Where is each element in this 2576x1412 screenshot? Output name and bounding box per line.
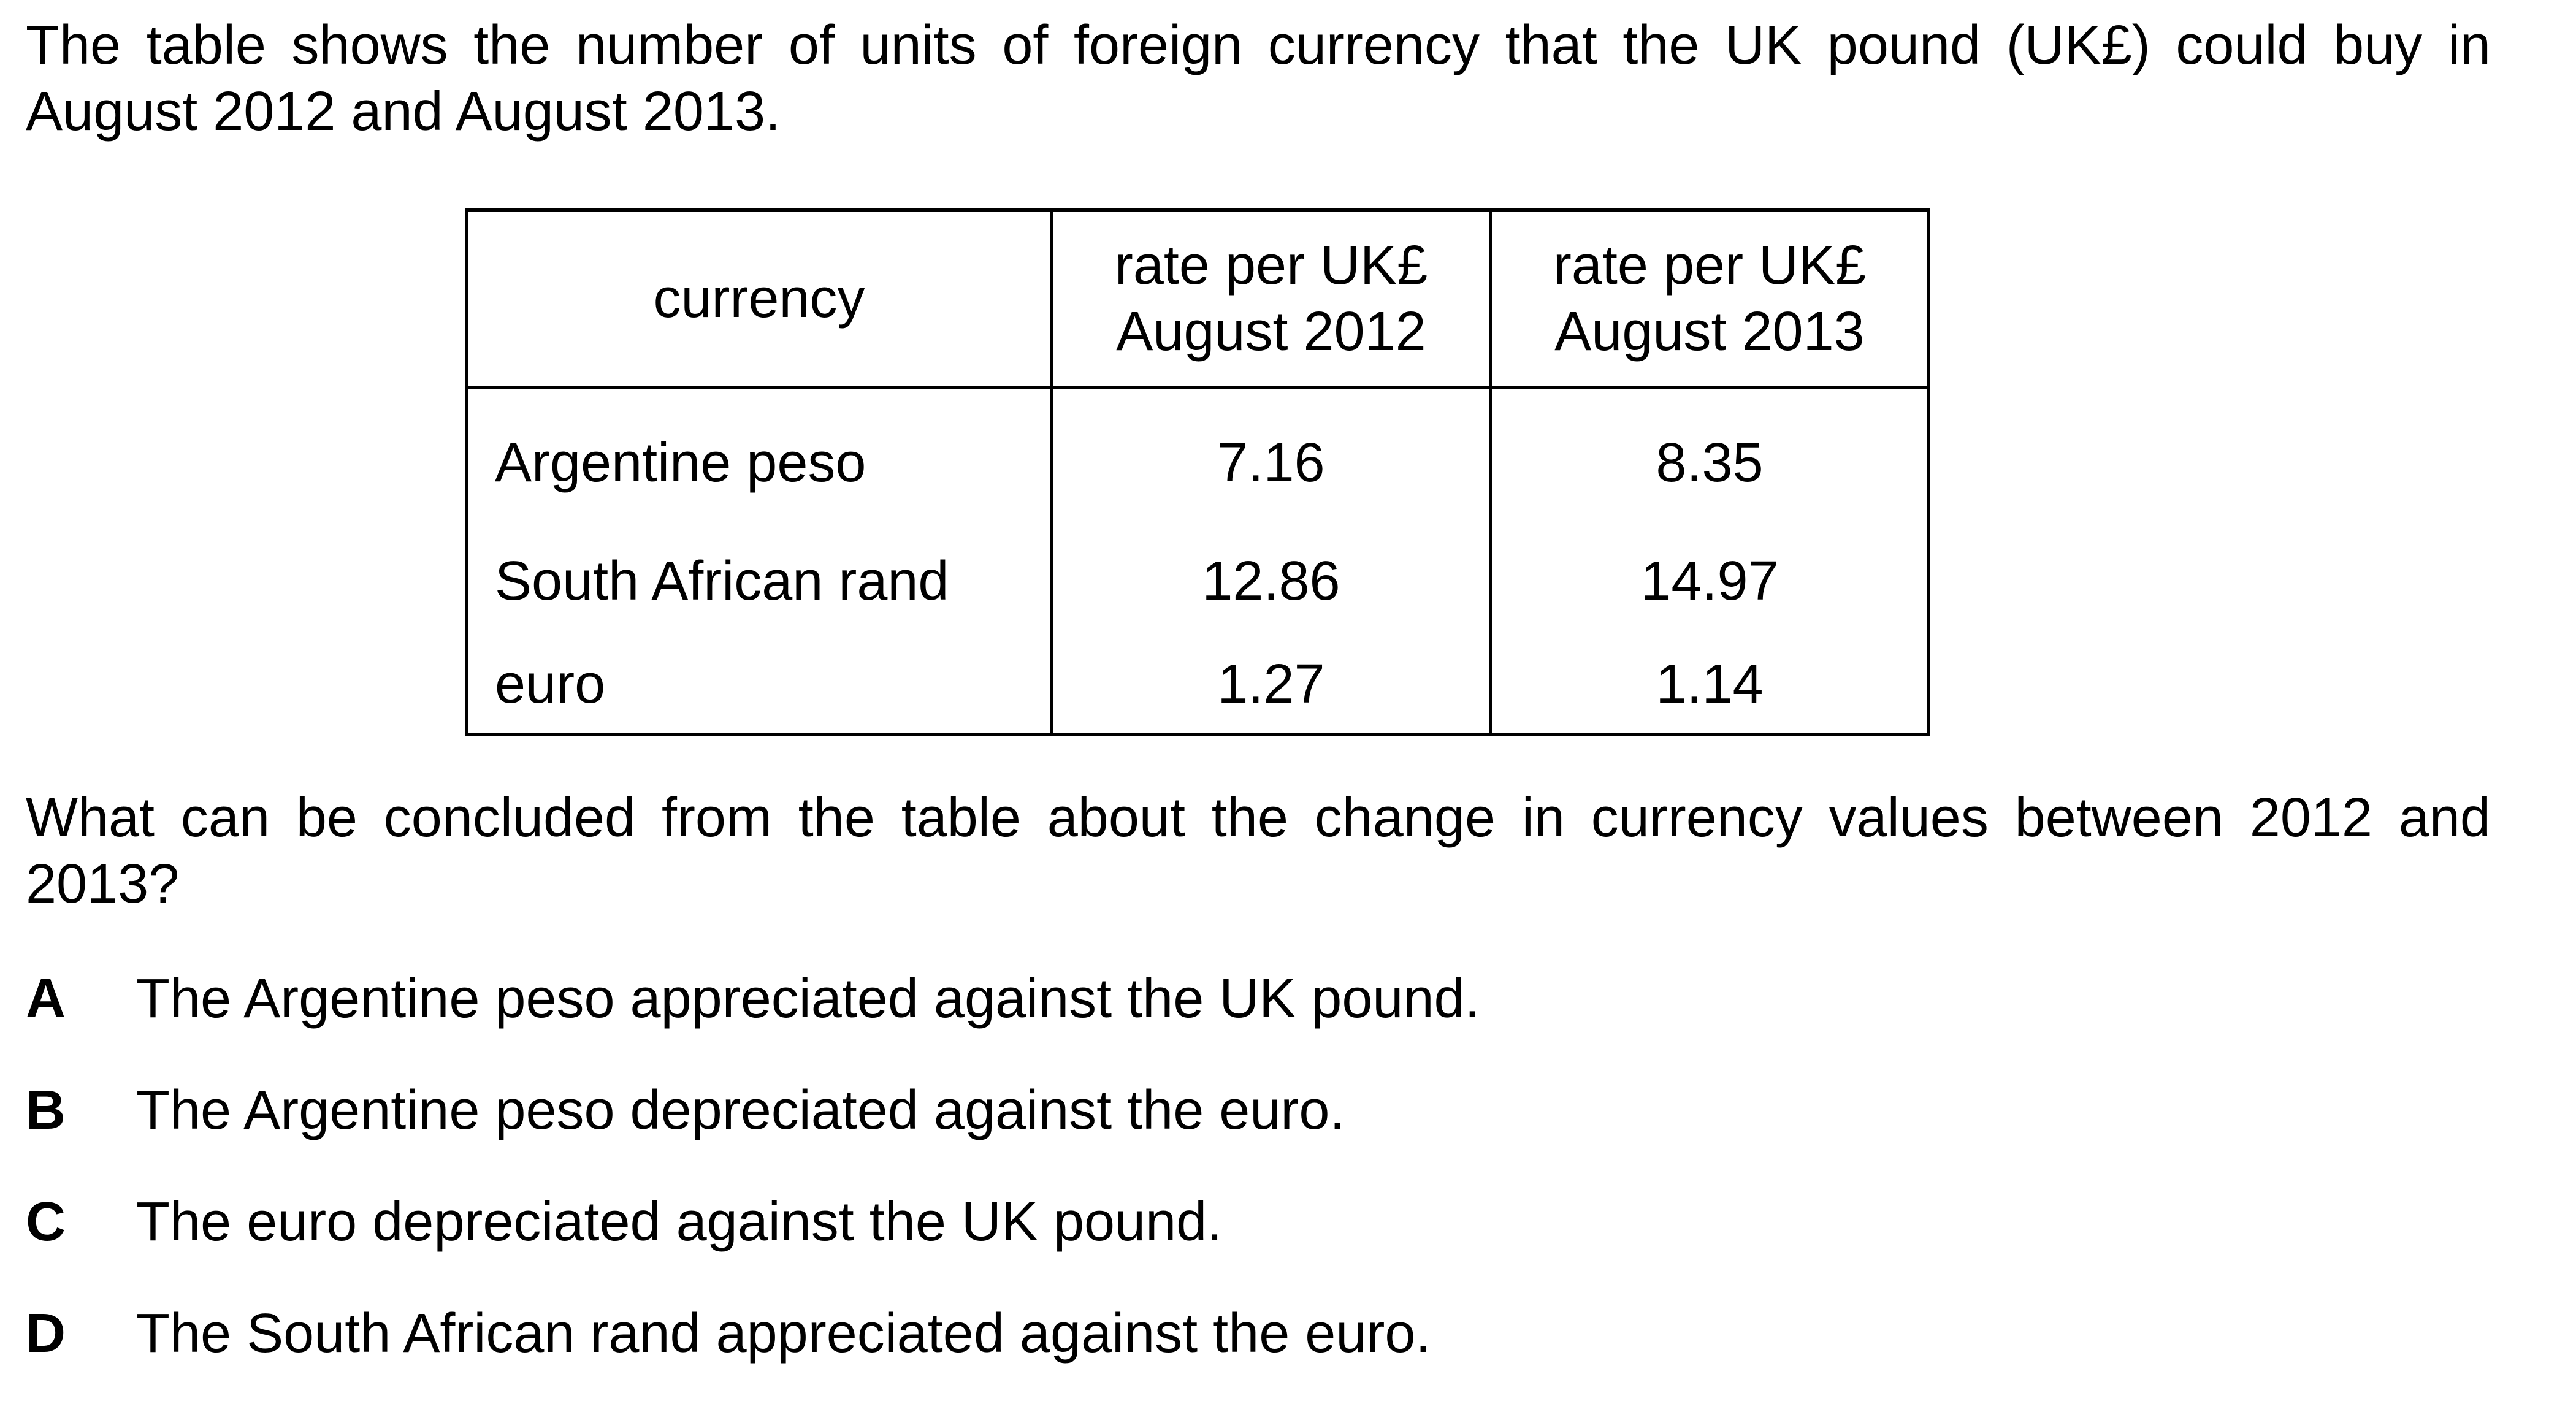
option-b[interactable]: B The Argentine peso depreciated against…	[26, 1077, 2479, 1189]
header-currency: currency	[465, 208, 1053, 389]
question-text: What can be concluded from the table abo…	[26, 787, 2491, 915]
currency-name: euro	[465, 635, 1053, 736]
rate-2013: 8.35	[1489, 387, 1930, 527]
option-letter: C	[26, 1191, 66, 1253]
option-text: The euro depreciated against the UK poun…	[136, 1191, 1223, 1253]
rate-2012: 1.27	[1050, 635, 1492, 736]
currency-name: South African rand	[465, 527, 1053, 635]
currency-name: Argentine peso	[465, 387, 1053, 527]
question-intro: The table shows the number of units of f…	[26, 15, 2491, 142]
header-rate-2013: rate per UK£ August 2013	[1489, 208, 1930, 389]
table-row: South African rand 12.86 14.97	[465, 527, 1930, 635]
option-d[interactable]: D The South African rand appreciated aga…	[26, 1300, 2479, 1412]
rate-2012: 7.16	[1050, 387, 1492, 527]
option-text: The Argentine peso depreciated against t…	[136, 1080, 1345, 1141]
header-rate-2012: rate per UK£ August 2012	[1050, 208, 1492, 389]
table-header-row: currency rate per UK£ August 2012 rate p…	[465, 208, 1930, 389]
option-c[interactable]: C The euro depreciated against the UK po…	[26, 1189, 2479, 1300]
option-text: The Argentine peso appreciated against t…	[136, 968, 1480, 1029]
option-text: The South African rand appreciated again…	[136, 1303, 1431, 1364]
table-row: euro 1.27 1.14	[465, 635, 1930, 736]
option-letter: B	[26, 1080, 66, 1141]
rate-2013: 1.14	[1489, 635, 1930, 736]
rate-2012: 12.86	[1050, 527, 1492, 635]
table-row: Argentine peso 7.16 8.35	[465, 387, 1930, 527]
answer-options: A The Argentine peso appreciated against…	[26, 966, 2479, 1412]
option-letter: D	[26, 1303, 66, 1364]
rate-2013: 14.97	[1489, 527, 1930, 635]
exchange-rate-table: currency rate per UK£ August 2012 rate p…	[465, 208, 1930, 736]
option-a[interactable]: A The Argentine peso appreciated against…	[26, 966, 2479, 1077]
option-letter: A	[26, 968, 66, 1029]
